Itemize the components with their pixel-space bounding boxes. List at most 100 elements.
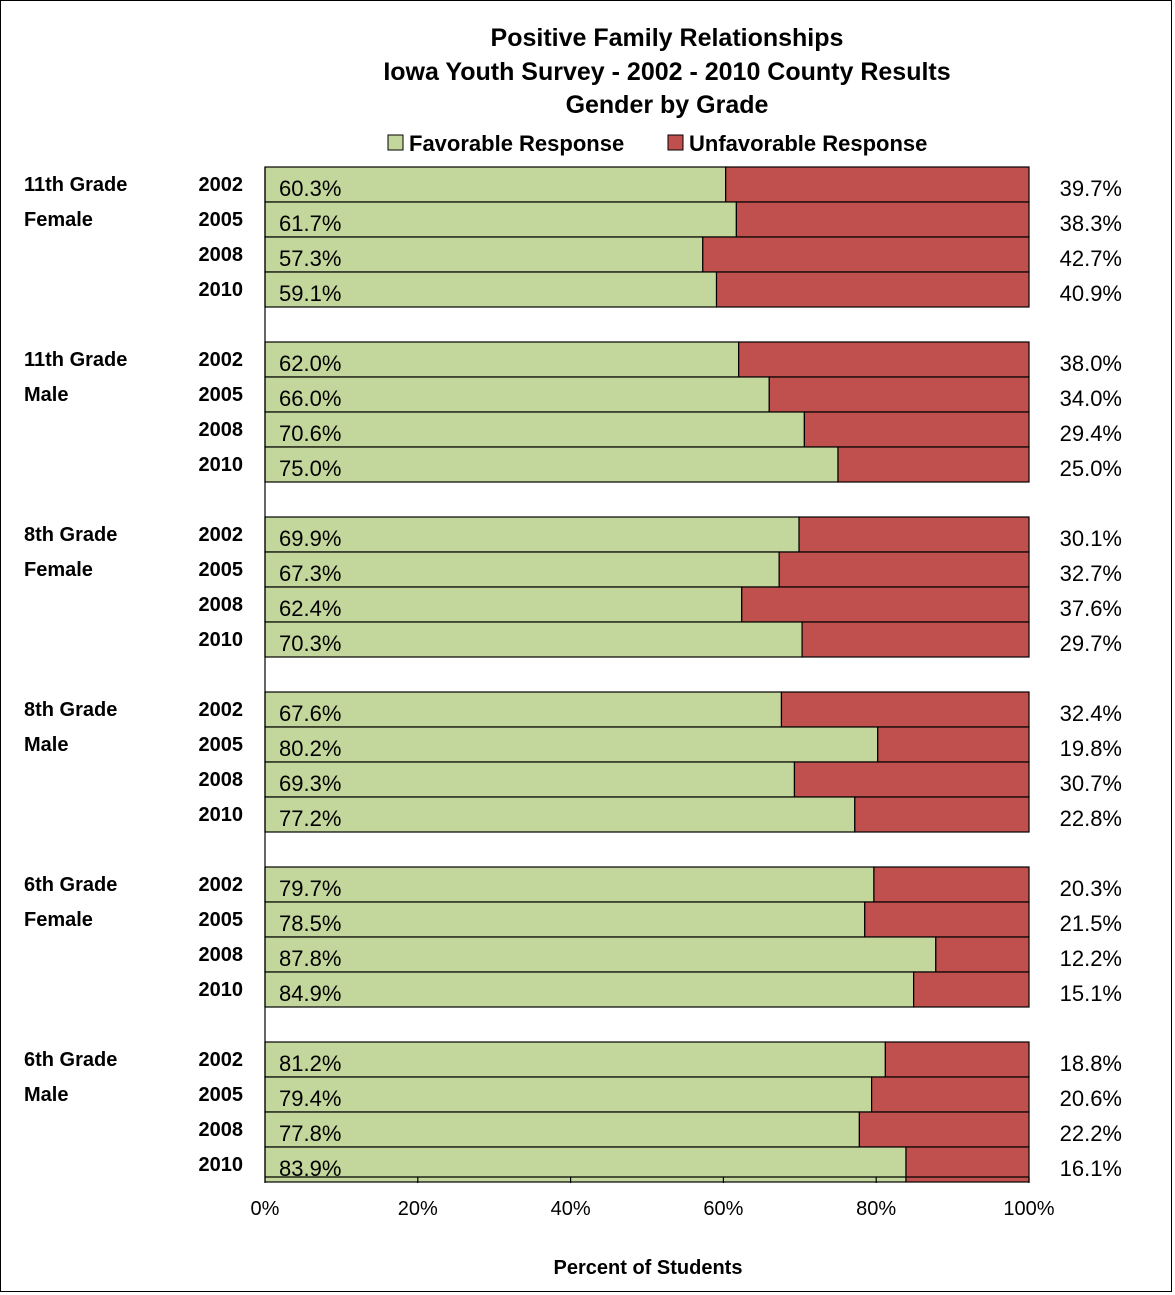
bar-favorable xyxy=(264,166,727,203)
year-label: 2008 xyxy=(199,944,244,966)
data-label-favorable: 75.0% xyxy=(279,456,341,481)
data-label-unfavorable: 20.3% xyxy=(1060,876,1122,901)
data-label-unfavorable: 37.6% xyxy=(1060,596,1122,621)
bar-unfavorable xyxy=(741,586,1030,623)
year-label: 2002 xyxy=(199,174,244,196)
year-label: 2002 xyxy=(199,699,244,721)
data-label-unfavorable: 22.8% xyxy=(1060,806,1122,831)
plot-area: 11th Grade Female 2002 60.3% 39.7% 2005 61.7% 3… xyxy=(24,166,1122,1183)
bar-favorable xyxy=(264,446,839,483)
bar-favorable xyxy=(264,726,879,763)
data-label-favorable: 70.6% xyxy=(279,421,341,446)
data-label-favorable: 61.7% xyxy=(279,211,341,236)
data-label-unfavorable: 38.0% xyxy=(1060,351,1122,376)
data-label-unfavorable: 32.4% xyxy=(1060,701,1122,726)
x-tick-label: 100% xyxy=(1003,1198,1054,1220)
bar-unfavorable xyxy=(702,236,1030,273)
bar-unfavorable xyxy=(798,516,1030,553)
legend-label-favorable: Favorable Response xyxy=(409,131,624,156)
bar-unfavorable xyxy=(780,691,1030,728)
year-label: 2002 xyxy=(199,1049,244,1071)
bar-unfavorable xyxy=(793,761,1030,798)
year-label: 2010 xyxy=(199,279,244,301)
data-label-favorable: 81.2% xyxy=(279,1051,341,1076)
year-label: 2005 xyxy=(199,559,244,581)
group-label-gender: Female xyxy=(24,559,93,581)
group-2: 8th Grade Female 2002 69.9% 30.1% 2005 67.3% 32… xyxy=(24,516,1122,658)
group-label-gender: Male xyxy=(24,384,68,406)
bar-favorable xyxy=(264,971,915,1008)
title-line-1: Positive Family Relationships xyxy=(491,24,844,52)
data-label-unfavorable: 40.9% xyxy=(1060,281,1122,306)
group-4: 6th Grade Female 2002 79.7% 20.3% 2005 78.5% 21… xyxy=(24,866,1122,1008)
x-tick-label: 80% xyxy=(856,1198,896,1220)
year-label: 2002 xyxy=(199,349,244,371)
year-label: 2005 xyxy=(199,209,244,231)
bar-unfavorable xyxy=(735,201,1030,238)
data-label-favorable: 80.2% xyxy=(279,736,341,761)
year-label: 2002 xyxy=(199,524,244,546)
data-label-favorable: 59.1% xyxy=(279,281,341,306)
bar-unfavorable xyxy=(871,1076,1030,1113)
data-label-unfavorable: 12.2% xyxy=(1060,946,1122,971)
bar-unfavorable xyxy=(877,726,1030,763)
data-label-favorable: 62.0% xyxy=(279,351,341,376)
data-label-unfavorable: 18.8% xyxy=(1060,1051,1122,1076)
bar-unfavorable xyxy=(725,166,1030,203)
group-label-grade: 6th Grade xyxy=(24,1049,117,1071)
chart-title: Positive Family Relationships Iowa Youth… xyxy=(383,24,950,119)
bar-unfavorable xyxy=(913,971,1030,1008)
bar-favorable xyxy=(264,1111,860,1148)
group-label-grade: 6th Grade xyxy=(24,874,117,896)
group-3: 8th Grade Male 2002 67.6% 32.4% 2005 80.2% 19.8… xyxy=(24,691,1122,833)
year-label: 2010 xyxy=(199,629,244,651)
group-5: 6th Grade Male 2002 81.2% 18.8% 2005 79.4% 20.6… xyxy=(24,1041,1122,1183)
bar-unfavorable xyxy=(837,446,1030,483)
x-tick-label: 60% xyxy=(703,1198,743,1220)
bar-unfavorable xyxy=(858,1111,1030,1148)
bar-unfavorable xyxy=(738,341,1030,378)
data-label-unfavorable: 25.0% xyxy=(1060,456,1122,481)
data-label-favorable: 60.3% xyxy=(279,176,341,201)
bar-unfavorable xyxy=(854,796,1030,833)
bar-favorable xyxy=(264,1076,873,1113)
bar-favorable xyxy=(264,516,800,553)
data-label-favorable: 79.4% xyxy=(279,1086,341,1111)
x-tick-label: 20% xyxy=(398,1198,438,1220)
data-label-unfavorable: 42.7% xyxy=(1060,246,1122,271)
group-1: 11th Grade Male 2002 62.0% 38.0% 2005 66.0% 34.… xyxy=(24,341,1122,483)
bar-unfavorable xyxy=(935,936,1030,973)
bar-favorable xyxy=(264,866,875,903)
legend: Favorable Response Unfavorable Response xyxy=(387,131,927,156)
data-label-favorable: 57.3% xyxy=(279,246,341,271)
bar-unfavorable xyxy=(884,1041,1030,1078)
bar-unfavorable xyxy=(715,271,1030,308)
data-label-favorable: 84.9% xyxy=(279,981,341,1006)
group-label-gender: Female xyxy=(24,209,93,231)
group-label-gender: Female xyxy=(24,909,93,931)
legend-swatch-favorable xyxy=(387,134,404,151)
group-0: 11th Grade Female 2002 60.3% 39.7% 2005 61.7% 3… xyxy=(24,166,1122,308)
bar-favorable xyxy=(264,411,805,448)
bar-favorable xyxy=(264,621,803,658)
data-label-unfavorable: 29.4% xyxy=(1060,421,1122,446)
bar-unfavorable xyxy=(803,411,1030,448)
data-label-unfavorable: 30.7% xyxy=(1060,771,1122,796)
data-label-favorable: 69.3% xyxy=(279,771,341,796)
bar-favorable xyxy=(264,901,866,938)
bar-favorable xyxy=(264,796,856,833)
bar-unfavorable xyxy=(864,901,1030,938)
group-label-gender: Male xyxy=(24,1084,68,1106)
group-label-grade: 8th Grade xyxy=(24,524,117,546)
bar-favorable xyxy=(264,201,737,238)
data-label-unfavorable: 19.8% xyxy=(1060,736,1122,761)
year-label: 2005 xyxy=(199,734,244,756)
data-label-favorable: 69.9% xyxy=(279,526,341,551)
data-label-unfavorable: 34.0% xyxy=(1060,386,1122,411)
group-label-grade: 8th Grade xyxy=(24,699,117,721)
bar-unfavorable xyxy=(873,866,1030,903)
data-label-favorable: 70.3% xyxy=(279,631,341,656)
data-label-unfavorable: 21.5% xyxy=(1060,911,1122,936)
data-label-favorable: 67.6% xyxy=(279,701,341,726)
